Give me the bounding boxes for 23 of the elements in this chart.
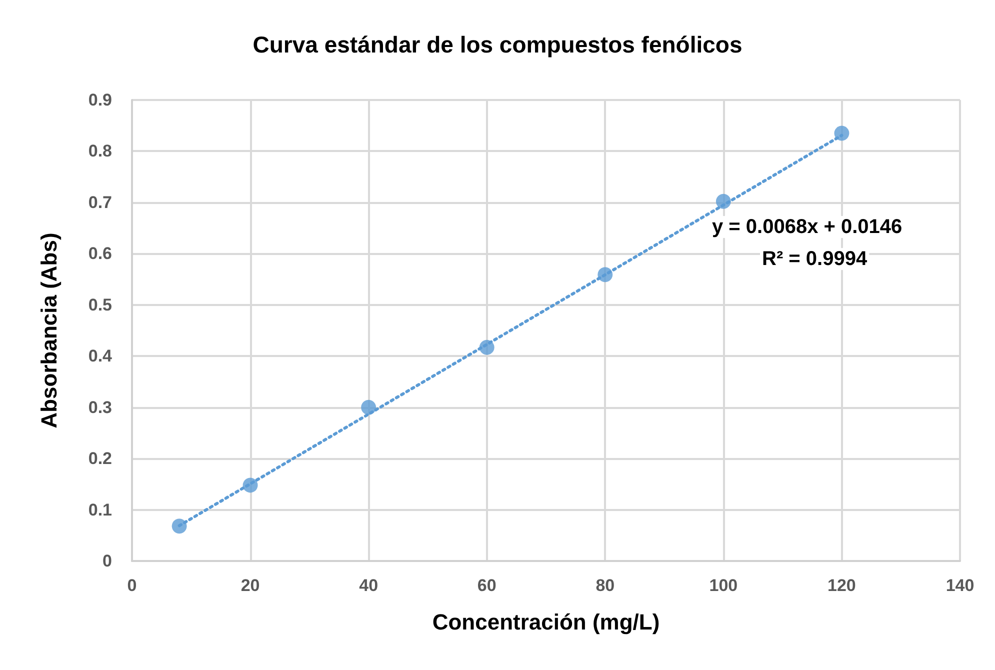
y-tick-label: 0.1 (88, 500, 112, 520)
y-tick-label: 0.5 (88, 295, 112, 314)
chart-title: Curva estándar de los compuestos fenólicos (252, 32, 742, 58)
y-tick-label: 0.3 (88, 398, 112, 417)
x-tick-label: 140 (946, 576, 974, 595)
x-tick-label: 60 (477, 576, 496, 595)
x-tick-label: 120 (828, 576, 856, 595)
y-axis-title: Absorbancia (Abs) (36, 232, 62, 428)
y-tick-label: 0.8 (88, 142, 112, 161)
x-tick-label: 80 (596, 576, 615, 595)
y-tick-label: 0.9 (88, 90, 112, 110)
annotation: R² = 0.9994 (762, 248, 868, 270)
x-tick-label: 100 (709, 576, 738, 595)
y-tick-label: 0.4 (88, 346, 113, 366)
y-tick-label: 0.6 (88, 244, 112, 264)
x-tick-label: 0 (127, 576, 137, 595)
annotation: y = 0.0068x + 0.0146 (712, 216, 902, 238)
x-tick-label: 40 (359, 576, 378, 595)
x-axis-title: Concentración (mg/L) (432, 610, 660, 634)
y-tick-label: 0 (102, 552, 112, 570)
x-tick-label: 20 (240, 576, 260, 595)
y-tick-label: 0.2 (88, 449, 112, 468)
y-tick-label: 0.7 (88, 192, 112, 212)
